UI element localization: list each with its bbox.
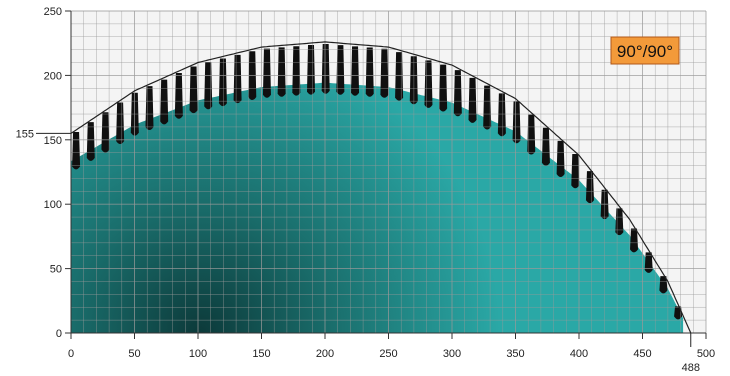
blade-tooth (541, 127, 550, 166)
blade-tooth (145, 86, 154, 131)
blade-tooth (292, 46, 301, 96)
x-intercept-label: 488 (682, 362, 700, 374)
y-tick-labels: 0 50 100 150 200 250 (44, 6, 62, 340)
blade-tooth (644, 252, 653, 273)
blade-tooth (439, 64, 448, 112)
blade-tooth (306, 45, 315, 95)
blade-tooth (204, 62, 213, 110)
x-tick-label: 50 (128, 348, 140, 360)
angle-badge-text: 90°/90° (617, 42, 673, 61)
blade-tooth (351, 46, 360, 96)
blade-tooth (262, 48, 271, 98)
blade-tooth (101, 112, 110, 153)
blade-tooth (571, 153, 580, 189)
blade-tooth (380, 48, 389, 98)
blade-tooth (160, 79, 169, 125)
blade-tooth (336, 45, 345, 95)
blade-tooth (72, 131, 81, 170)
x-tick-label: 350 (506, 348, 524, 360)
y-tick-label: 0 (56, 328, 62, 340)
blade-tooth (277, 47, 286, 97)
blade-tooth (189, 66, 198, 114)
blade-tooth (527, 114, 536, 155)
y-intercept-label: 155 (16, 128, 34, 140)
x-tick-label: 450 (633, 348, 651, 360)
blade-tooth (630, 228, 639, 253)
blade-tooth (321, 43, 330, 94)
y-tick-label: 50 (50, 264, 62, 276)
blade-tooth (174, 73, 183, 119)
x-tick-label: 300 (443, 348, 461, 360)
blade-tooth (615, 208, 624, 236)
x-tick-labels: 0 50 100 150 200 250 300 350 400 450 500 (68, 348, 715, 360)
blade-tooth (233, 54, 242, 104)
y-tick-label: 200 (44, 70, 62, 82)
blade-tooth (483, 85, 492, 130)
grid-lines (70, 10, 707, 334)
x-tick-label: 150 (252, 348, 270, 360)
x-tick-label: 200 (316, 348, 334, 360)
blade-tooth (659, 276, 668, 294)
blade-teeth (72, 43, 683, 320)
y-tick-label: 100 (44, 199, 62, 211)
x-tick-label: 100 (189, 348, 207, 360)
blade-tooth (116, 102, 125, 145)
blade-tooth (86, 122, 95, 161)
blade-tooth (556, 140, 565, 178)
x-tick-label: 250 (379, 348, 397, 360)
blade-tooth (365, 47, 374, 97)
blade-tooth (512, 101, 521, 144)
blade-tooth (424, 60, 433, 108)
blade-tooth (497, 93, 506, 137)
y-tick-label: 250 (44, 6, 62, 18)
blade-tooth (468, 77, 477, 123)
angle-badge (610, 36, 680, 65)
blade-tooth (395, 52, 404, 101)
x-tick-label: 0 (68, 348, 74, 360)
axes (65, 10, 707, 339)
blade-tooth (218, 58, 227, 107)
blade-tooth (453, 70, 462, 117)
x-tick-label: 400 (570, 348, 588, 360)
y-tick-label: 150 (44, 135, 62, 147)
x-tick-label: 500 (697, 348, 715, 360)
blade-tooth (674, 306, 683, 320)
cut-profile-arc (70, 41, 692, 334)
blade-tooth (585, 171, 594, 204)
